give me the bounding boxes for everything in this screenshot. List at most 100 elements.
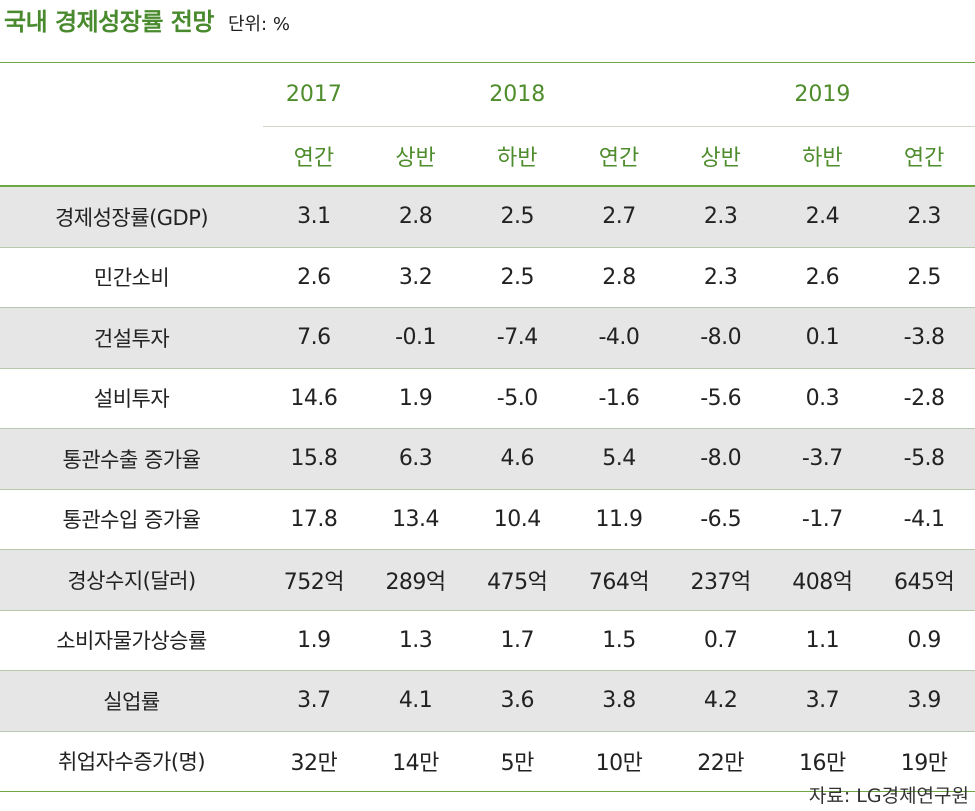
table-cell: 19만 bbox=[873, 731, 975, 792]
table-cell: 2.7 bbox=[568, 186, 670, 248]
table-row: 소비자물가상승률 1.9 1.3 1.7 1.5 0.7 1.1 0.9 bbox=[0, 610, 975, 671]
table-cell: 0.1 bbox=[771, 307, 874, 369]
table-cell: 6.3 bbox=[364, 428, 467, 490]
table-row: 경상수지(달러) 752억 289억 475억 764억 237억 408억 645억 bbox=[0, 549, 975, 611]
table-cell: -7.4 bbox=[466, 307, 569, 369]
table-cell: 4.2 bbox=[669, 670, 772, 732]
row-label: 실업률 bbox=[0, 670, 264, 732]
table-cell: 14.6 bbox=[263, 368, 365, 429]
table-cell: 1.7 bbox=[466, 610, 569, 671]
table-cell: 5만 bbox=[466, 731, 569, 792]
table-cell: 237억 bbox=[669, 549, 772, 611]
table-row: 설비투자 14.6 1.9 -5.0 -1.6 -5.6 0.3 -2.8 bbox=[0, 368, 975, 429]
row-label: 민간소비 bbox=[0, 247, 264, 308]
table-cell: 11.9 bbox=[568, 489, 670, 550]
table-cell: -5.8 bbox=[873, 428, 975, 490]
table-cell: 10.4 bbox=[466, 489, 569, 550]
table-cell: 32만 bbox=[263, 731, 365, 792]
table-cell: -4.0 bbox=[568, 307, 670, 369]
table-cell: 3.8 bbox=[568, 670, 670, 732]
table-body: 경제성장률(GDP) 3.1 2.8 2.5 2.7 2.3 2.4 2.3 민간소비 2.6 3.… bbox=[0, 186, 975, 792]
table-cell: 3.7 bbox=[771, 670, 874, 732]
table-cell: 2.6 bbox=[771, 247, 874, 308]
row-label: 설비투자 bbox=[0, 368, 264, 429]
table-cell: -3.7 bbox=[771, 428, 874, 490]
table-cell: 2.3 bbox=[873, 186, 975, 248]
table-cell: 3.2 bbox=[364, 247, 467, 308]
table-cell: 15.8 bbox=[263, 428, 365, 490]
table-cell: 764억 bbox=[568, 549, 670, 611]
table-cell: 2.4 bbox=[771, 186, 874, 248]
table-cell: 0.7 bbox=[669, 610, 772, 671]
table-cell: 289억 bbox=[364, 549, 467, 611]
table-cell: 1.1 bbox=[771, 610, 874, 671]
table-row: 통관수출 증가율 15.8 6.3 4.6 5.4 -8.0 -3.7 -5.8 bbox=[0, 428, 975, 490]
table-cell: -1.7 bbox=[771, 489, 874, 550]
period-header: 연간 bbox=[873, 126, 975, 187]
table-cell: 3.6 bbox=[466, 670, 569, 732]
table-cell: 1.5 bbox=[568, 610, 670, 671]
table-cell: -2.8 bbox=[873, 368, 975, 429]
period-header: 상반 bbox=[669, 126, 772, 187]
row-label: 통관수입 증가율 bbox=[0, 489, 264, 550]
table-cell: 2.6 bbox=[263, 247, 365, 308]
table-cell: 2.8 bbox=[568, 247, 670, 308]
table-cell: 16만 bbox=[771, 731, 874, 792]
table-cell: 752억 bbox=[263, 549, 365, 611]
table-row: 건설투자 7.6 -0.1 -7.4 -4.0 -8.0 0.1 -3.8 bbox=[0, 307, 975, 369]
period-header: 연간 bbox=[568, 126, 670, 187]
period-header: 상반 bbox=[364, 126, 467, 187]
table-cell: 2.5 bbox=[466, 186, 569, 248]
table-cell: 645억 bbox=[873, 549, 975, 611]
title-bar: 국내 경제성장률 전망 단위: % bbox=[4, 2, 290, 42]
row-label: 건설투자 bbox=[0, 307, 264, 369]
table-cell: -3.8 bbox=[873, 307, 975, 369]
row-label: 소비자물가상승률 bbox=[0, 610, 264, 671]
table-cell: 3.7 bbox=[263, 670, 365, 732]
table-cell: -5.0 bbox=[466, 368, 569, 429]
table-cell: 5.4 bbox=[568, 428, 670, 490]
table-cell: 2.8 bbox=[364, 186, 467, 248]
row-label: 경상수지(달러) bbox=[0, 549, 264, 611]
table-cell: 1.9 bbox=[263, 610, 365, 671]
table-row: 실업률 3.7 4.1 3.6 3.8 4.2 3.7 3.9 bbox=[0, 670, 975, 732]
year-header-2017: 2017 bbox=[263, 62, 365, 127]
table-cell: -4.1 bbox=[873, 489, 975, 550]
table-cell: 475억 bbox=[466, 549, 569, 611]
table-cell: 3.9 bbox=[873, 670, 975, 732]
table-cell: 2.3 bbox=[669, 186, 772, 248]
table-cell: 10만 bbox=[568, 731, 670, 792]
table-cell: 13.4 bbox=[364, 489, 467, 550]
table-cell: 17.8 bbox=[263, 489, 365, 550]
period-header: 연간 bbox=[263, 126, 365, 187]
table-cell: 4.1 bbox=[364, 670, 467, 732]
row-label: 통관수출 증가율 bbox=[0, 428, 264, 490]
table-row: 통관수입 증가율 17.8 13.4 10.4 11.9 -6.5 -1.7 -4.1 bbox=[0, 489, 975, 550]
table-cell: 2.5 bbox=[873, 247, 975, 308]
table-cell: -1.6 bbox=[568, 368, 670, 429]
table-row: 경제성장률(GDP) 3.1 2.8 2.5 2.7 2.3 2.4 2.3 bbox=[0, 186, 975, 248]
table-cell: 1.3 bbox=[364, 610, 467, 671]
table-cell: -5.6 bbox=[669, 368, 772, 429]
table-row: 취업자수증가(명) 32만 14만 5만 10만 22만 16만 19만 bbox=[0, 731, 975, 792]
period-header: 하반 bbox=[771, 126, 874, 187]
table-cell: 2.3 bbox=[669, 247, 772, 308]
period-header-row: 연간 상반 하반 연간 상반 하반 연간 bbox=[0, 126, 975, 187]
table-cell: 22만 bbox=[669, 731, 772, 792]
corner-cell bbox=[0, 63, 263, 127]
table-cell: 14만 bbox=[364, 731, 467, 792]
table-cell: 408억 bbox=[771, 549, 874, 611]
table-cell: -0.1 bbox=[364, 307, 467, 369]
period-header: 하반 bbox=[466, 126, 569, 187]
table-cell: 3.1 bbox=[263, 186, 365, 248]
year-header-2018: 2018 bbox=[364, 62, 670, 127]
table-cell: -6.5 bbox=[669, 489, 772, 550]
table-cell: -8.0 bbox=[669, 307, 772, 369]
unit-note: 단위: % bbox=[227, 14, 290, 35]
table-cell: 2.5 bbox=[466, 247, 569, 308]
row-label: 경제성장률(GDP) bbox=[0, 186, 264, 248]
table-row: 민간소비 2.6 3.2 2.5 2.8 2.3 2.6 2.5 bbox=[0, 247, 975, 308]
corner-cell-lower bbox=[0, 126, 264, 187]
table-title: 국내 경제성장률 전망 bbox=[4, 8, 214, 36]
forecast-table: 2017 2018 2019 연간 상반 하반 연간 상반 하반 연간 경제성장… bbox=[0, 62, 975, 792]
